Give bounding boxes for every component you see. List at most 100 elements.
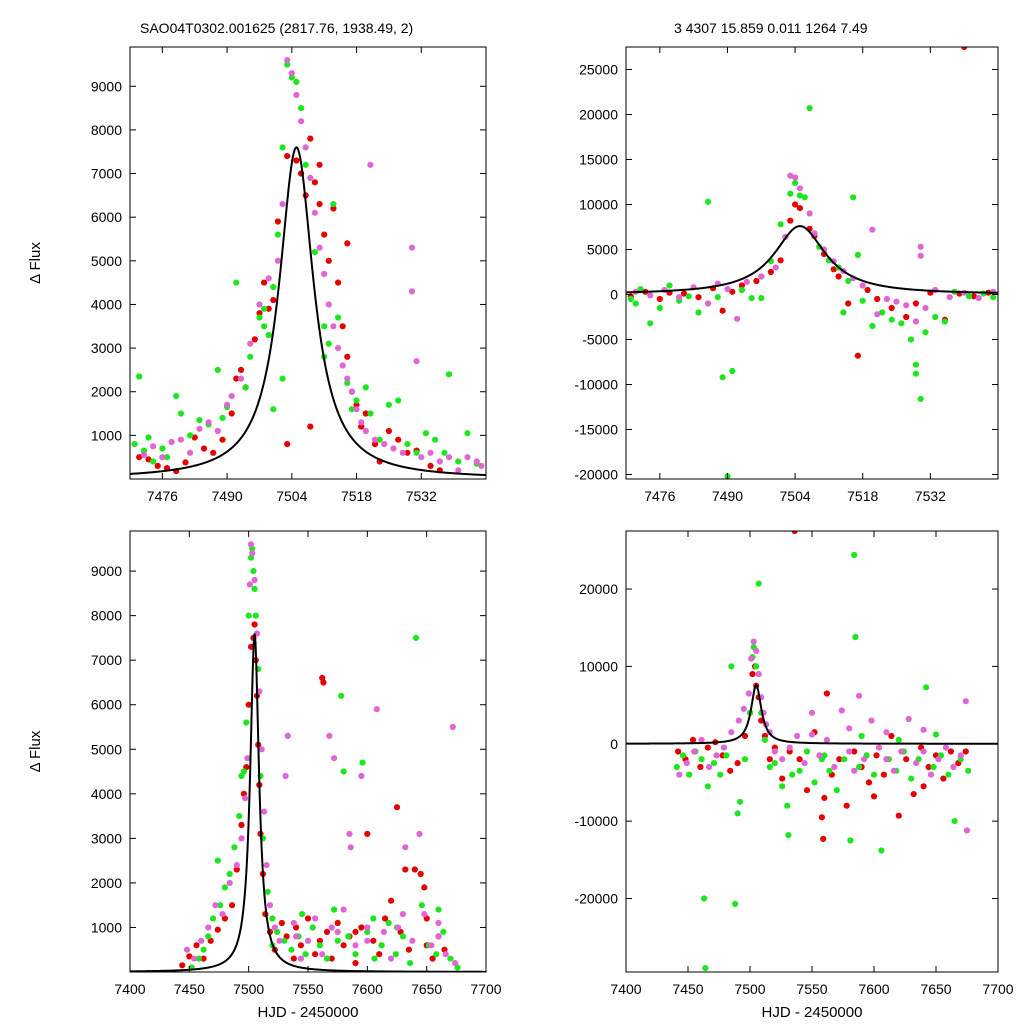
x-axis-title: HJD - 2450000 xyxy=(258,1004,359,1021)
data-point-red xyxy=(238,821,245,829)
data-point-violet xyxy=(691,748,698,755)
y-tick-label: 0 xyxy=(610,736,618,752)
data-point-violet xyxy=(246,581,253,588)
y-tick-label: -15000 xyxy=(574,422,618,438)
data-point-violet xyxy=(358,772,365,780)
data-point-green xyxy=(717,771,724,778)
data-point-green xyxy=(951,818,958,825)
data-point-violet xyxy=(339,362,346,369)
data-point-green xyxy=(140,447,147,454)
data-point-violet xyxy=(326,732,333,740)
y-tick-label: 10000 xyxy=(579,197,618,213)
data-point-violet xyxy=(266,902,274,909)
data-point-violet xyxy=(772,264,779,271)
data-point-violet xyxy=(794,732,801,740)
data-point-red xyxy=(233,866,240,873)
data-point-green xyxy=(284,61,291,68)
data-point-green xyxy=(771,760,778,767)
data-point-violet xyxy=(706,763,713,771)
data-point-green xyxy=(878,847,885,854)
data-point-violet xyxy=(187,449,194,456)
data-point-green xyxy=(309,924,316,931)
data-point-violet xyxy=(796,185,804,192)
data-point-green xyxy=(371,955,378,962)
data-point-green xyxy=(274,231,281,238)
data-point-red xyxy=(940,775,947,782)
data-point-violet xyxy=(917,252,924,259)
data-point-violet xyxy=(319,951,326,958)
data-point-green xyxy=(367,410,374,417)
data-point-red xyxy=(719,307,726,314)
data-point-red xyxy=(854,352,862,359)
data-point-green xyxy=(673,763,680,771)
data-point-red xyxy=(421,884,428,891)
data-point-violet xyxy=(745,690,752,697)
data-point-violet xyxy=(293,91,300,99)
data-point-green xyxy=(293,78,300,85)
data-point-green xyxy=(226,870,233,878)
data-point-green xyxy=(418,902,425,909)
data-point-red xyxy=(293,157,300,164)
data-point-green xyxy=(766,763,773,771)
data-point-red xyxy=(358,423,365,430)
data-point-violet xyxy=(898,748,905,755)
data-point-green xyxy=(840,309,847,316)
data-point-green xyxy=(888,316,895,323)
data-point-violet xyxy=(890,767,897,774)
data-point-red xyxy=(388,897,395,904)
data-point-red xyxy=(304,915,312,922)
data-point-violet xyxy=(321,270,328,277)
data-point-violet xyxy=(868,717,875,724)
y-tick-label: 25000 xyxy=(579,62,618,78)
data-point-green xyxy=(801,194,808,201)
data-point-red xyxy=(777,257,784,264)
data-point-red xyxy=(325,257,332,264)
data-point-green xyxy=(243,719,250,726)
data-point-green xyxy=(647,320,654,327)
data-point-green xyxy=(331,906,338,913)
data-point-red xyxy=(749,671,756,678)
data-point-violet xyxy=(748,655,755,662)
data-point-violet xyxy=(304,937,312,944)
data-point-green xyxy=(761,736,769,744)
data-point-red xyxy=(792,201,799,208)
data-point-green xyxy=(738,286,746,294)
data-point-green xyxy=(334,937,341,944)
data-point-green xyxy=(758,295,765,302)
data-point-violet xyxy=(395,924,402,931)
y-tick-label: 10000 xyxy=(579,658,618,674)
data-point-violet xyxy=(261,808,268,815)
data-point-green xyxy=(945,771,952,778)
data-point-green xyxy=(435,906,442,913)
x-tick-label: 7600 xyxy=(858,981,889,997)
data-point-red xyxy=(888,304,895,312)
y-tick-label: 20000 xyxy=(579,107,618,123)
data-point-red xyxy=(182,459,189,466)
data-point-red xyxy=(214,926,221,933)
data-point-violet xyxy=(755,671,762,678)
data-point-red xyxy=(823,690,831,697)
data-point-red xyxy=(704,744,711,751)
data-point-green xyxy=(850,194,857,201)
data-point-violet xyxy=(698,736,705,744)
data-point-green xyxy=(214,857,221,864)
data-point-violet xyxy=(274,257,281,264)
data-point-violet xyxy=(159,454,166,461)
data-point-green xyxy=(729,367,736,375)
x-tick-label: 7490 xyxy=(712,488,743,504)
data-point-green xyxy=(656,304,663,312)
data-point-violet xyxy=(284,57,291,64)
data-point-red xyxy=(136,454,143,461)
data-point-red xyxy=(753,277,760,285)
data-point-violet xyxy=(946,294,953,301)
data-point-green xyxy=(777,221,784,228)
data-point-green xyxy=(399,933,406,940)
data-point-green xyxy=(163,454,171,461)
data-point-violet xyxy=(251,576,258,584)
data-point-violet xyxy=(816,752,823,759)
data-point-red xyxy=(251,621,258,628)
data-point-green xyxy=(298,105,305,112)
data-point-violet xyxy=(893,298,900,305)
data-point-violet xyxy=(435,933,442,940)
x-tick-label: 7476 xyxy=(147,488,178,504)
